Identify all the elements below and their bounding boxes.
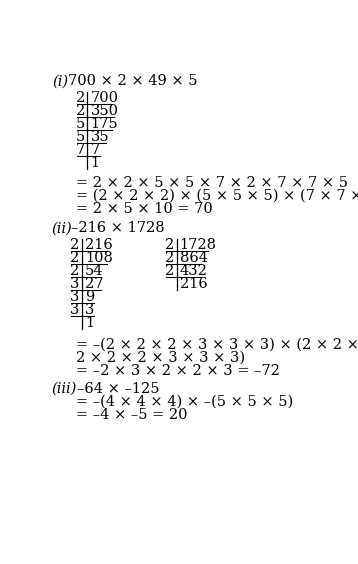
Text: 2 × 2 × 2 × 3 × 3 × 3): 2 × 2 × 2 × 3 × 3 × 3) <box>76 351 245 365</box>
Text: = –4 × –5 = 20: = –4 × –5 = 20 <box>76 408 187 422</box>
Text: 350: 350 <box>91 104 118 118</box>
Text: = 2 × 5 × 10 = 70: = 2 × 5 × 10 = 70 <box>76 202 213 216</box>
Text: 2: 2 <box>165 237 174 252</box>
Text: 2: 2 <box>165 251 174 265</box>
Text: –216 × 1728: –216 × 1728 <box>71 222 165 235</box>
Text: 3: 3 <box>70 303 79 317</box>
Text: 3: 3 <box>85 303 95 317</box>
Text: = 2 × 2 × 5 × 5 × 7 × 2 × 7 × 7 × 5: = 2 × 2 × 5 × 5 × 7 × 2 × 7 × 7 × 5 <box>76 176 348 190</box>
Text: 35: 35 <box>91 130 109 144</box>
Text: 5: 5 <box>76 117 85 131</box>
Text: 3: 3 <box>70 277 79 291</box>
Text: 216: 216 <box>180 277 207 291</box>
Text: 2: 2 <box>76 104 85 118</box>
Text: 175: 175 <box>91 117 118 131</box>
Text: 7: 7 <box>76 143 85 157</box>
Text: 1728: 1728 <box>180 237 217 252</box>
Text: 2: 2 <box>71 251 79 265</box>
Text: 7: 7 <box>91 143 100 157</box>
Text: = (2 × 2 × 2) × (5 × 5 × 5) × (7 × 7 × 7): = (2 × 2 × 2) × (5 × 5 × 5) × (7 × 7 × 7… <box>76 189 358 203</box>
Text: 2: 2 <box>71 237 79 252</box>
Text: 9: 9 <box>85 290 94 304</box>
Text: 2: 2 <box>71 264 79 278</box>
Text: 27: 27 <box>85 277 103 291</box>
Text: 1: 1 <box>85 316 94 330</box>
Text: (ii): (ii) <box>51 222 72 235</box>
Text: = –(4 × 4 × 4) × –(5 × 5 × 5): = –(4 × 4 × 4) × –(5 × 5 × 5) <box>76 395 293 409</box>
Text: 108: 108 <box>85 251 113 265</box>
Text: 3: 3 <box>70 290 79 304</box>
Text: = –(2 × 2 × 2 × 3 × 3 × 3) × (2 × 2 × 2 ×: = –(2 × 2 × 2 × 3 × 3 × 3) × (2 × 2 × 2 … <box>76 338 358 352</box>
Text: 1: 1 <box>91 156 100 170</box>
Text: 700 × 2 × 49 × 5: 700 × 2 × 49 × 5 <box>68 74 198 89</box>
Text: = –2 × 3 × 2 × 2 × 3 = –72: = –2 × 3 × 2 × 2 × 3 = –72 <box>76 364 280 378</box>
Text: 864: 864 <box>180 251 208 265</box>
Text: 2: 2 <box>165 264 174 278</box>
Text: 216: 216 <box>85 237 113 252</box>
Text: (i): (i) <box>53 74 69 89</box>
Text: 700: 700 <box>91 91 118 104</box>
Text: 5: 5 <box>76 130 85 144</box>
Text: 2: 2 <box>76 91 85 104</box>
Text: 54: 54 <box>85 264 103 278</box>
Text: (iii): (iii) <box>51 382 76 395</box>
Text: –64 × –125: –64 × –125 <box>77 382 160 395</box>
Text: 432: 432 <box>180 264 208 278</box>
